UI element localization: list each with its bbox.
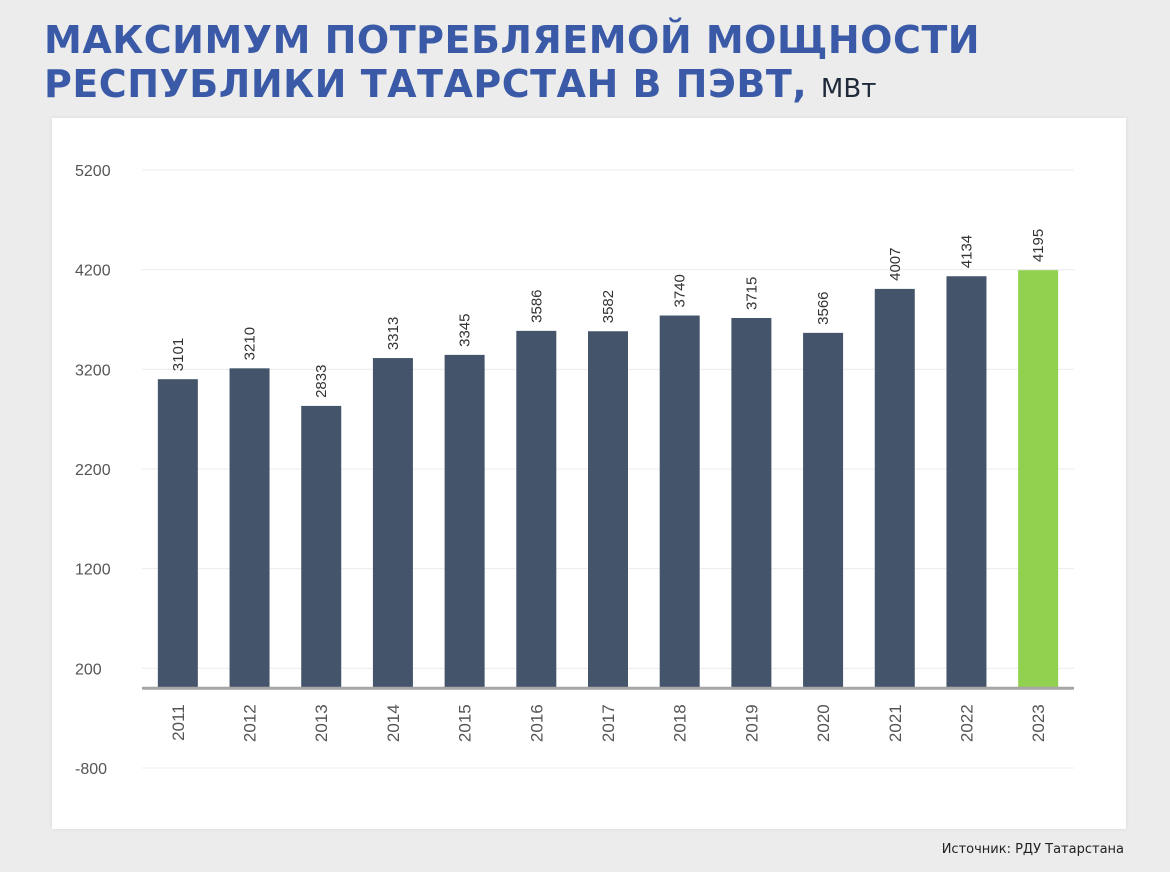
x-tick-label: 2021 — [886, 704, 905, 742]
x-tick-label: 2023 — [1029, 704, 1048, 742]
bar-2014 — [372, 358, 413, 689]
bar-2020 — [803, 332, 844, 689]
x-tick-label: 2012 — [241, 704, 260, 742]
y-tick-label: 1200 — [75, 562, 111, 579]
data-label: 3582 — [600, 290, 617, 323]
bar-2012 — [229, 368, 270, 689]
x-tick-label: 2017 — [599, 704, 618, 742]
x-tick-label: 2022 — [957, 704, 976, 742]
bar-2022 — [946, 276, 987, 689]
x-tick-label: 2011 — [169, 704, 188, 741]
bar-2016 — [516, 330, 557, 689]
y-tick-label: 5200 — [75, 163, 111, 180]
x-tick-label: 2019 — [742, 704, 761, 742]
data-label: 3566 — [815, 291, 832, 324]
chart-title: МАКСИМУМ ПОТРЕБЛЯЕМОЙ МОЩНОСТИ РЕСПУБЛИК… — [44, 18, 980, 111]
data-label: 3586 — [528, 289, 545, 322]
title-line-1: МАКСИМУМ ПОТРЕБЛЯЕМОЙ МОЩНОСТИ — [44, 18, 981, 62]
bar-2019 — [731, 318, 772, 689]
title-line-2-text: РЕСПУБЛИКИ ТАТАРСТАН В ПЭВТ, — [44, 62, 808, 106]
x-tick-label: 2014 — [384, 704, 403, 742]
x-tick-label: 2018 — [671, 704, 690, 742]
title-line-2: РЕСПУБЛИКИ ТАТАРСТАН В ПЭВТ, МВт — [44, 62, 980, 111]
bar-2015 — [444, 354, 485, 689]
bar-2011 — [157, 379, 198, 689]
x-tick-label: 2015 — [456, 704, 475, 742]
bar-2018 — [659, 315, 700, 689]
data-label: 3313 — [385, 317, 402, 350]
y-tick-label: -800 — [75, 761, 107, 778]
data-label: 4195 — [1030, 229, 1047, 262]
data-label: 3210 — [242, 327, 259, 360]
data-label: 4007 — [887, 248, 904, 281]
title-unit: МВт — [820, 74, 877, 104]
y-tick-label: 200 — [75, 661, 102, 678]
data-label: 2833 — [313, 365, 330, 398]
data-label: 3715 — [743, 277, 760, 310]
x-tick-label: 2020 — [814, 704, 833, 742]
x-tick-label: 2016 — [527, 704, 546, 742]
data-label: 4134 — [958, 235, 975, 268]
y-tick-label: 3200 — [75, 362, 111, 379]
source-note: Источник: РДУ Татарстана — [941, 842, 1124, 857]
data-label: 3101 — [170, 338, 187, 371]
data-label: 3345 — [457, 314, 474, 347]
chart-panel: -800 200 1200 2200 3200 4200 5200 3101 2011 3210 2… — [52, 118, 1126, 829]
data-label: 3740 — [672, 274, 689, 307]
bar-2021 — [874, 288, 915, 689]
y-tick-label: 2200 — [75, 462, 111, 479]
x-tick-label: 2013 — [312, 704, 331, 742]
y-tick-label: 4200 — [75, 263, 111, 280]
bar-2013 — [301, 405, 342, 689]
bar-2017 — [588, 331, 628, 689]
bar-chart: -800 200 1200 2200 3200 4200 5200 3101 2011 3210 2… — [75, 163, 1074, 778]
bar-2023 — [1018, 270, 1059, 689]
